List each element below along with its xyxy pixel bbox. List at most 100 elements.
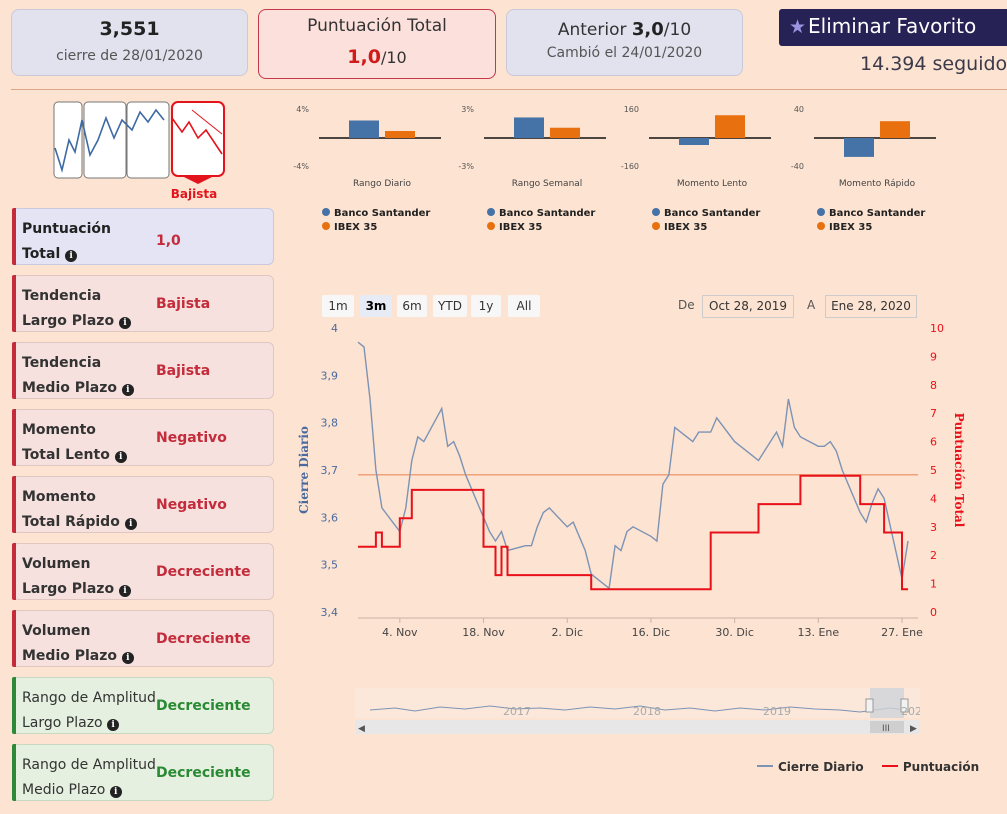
- remove-favorite-button[interactable]: ★ Eliminar Favorito: [779, 9, 1007, 46]
- indicator-value: Bajista: [156, 296, 211, 312]
- scrollbar-thumb[interactable]: [870, 721, 904, 733]
- indicator-label-line2: Medio Plazo: [22, 782, 106, 798]
- range-button-1m[interactable]: 1m: [322, 295, 354, 317]
- legend-item-santander[interactable]: Banco Santander: [652, 207, 760, 221]
- y-right-tick: 6: [930, 436, 937, 449]
- main-chart-legend: Cierre Diario Puntuación: [757, 760, 979, 774]
- navigator-year-label: 2020: [901, 705, 920, 718]
- info-icon[interactable]: i: [118, 317, 131, 329]
- info-icon[interactable]: i: [109, 786, 122, 798]
- navigator-handle-right[interactable]: [900, 698, 909, 713]
- trend-label: Bajista: [171, 187, 217, 201]
- indicator-label-line2: Total Lento: [22, 447, 110, 463]
- range-button-all[interactable]: All: [508, 295, 540, 317]
- indicator-label: Volumen Largo Plazo i: [22, 552, 162, 602]
- legend-dot: [322, 208, 330, 216]
- indicator-card: Tendencia Largo Plazo i Bajista: [12, 275, 274, 332]
- series-line-puntuacion: [358, 474, 908, 591]
- indicator-label-line1: Momento: [22, 489, 96, 505]
- range-button-3m[interactable]: 3m: [360, 295, 392, 317]
- y-left-tick: 4: [331, 322, 338, 335]
- legend-label: Banco Santander: [334, 208, 431, 219]
- previous-score-prefix: Anterior: [557, 20, 632, 40]
- legend-item-price[interactable]: Cierre Diario: [757, 760, 864, 774]
- indicator-label-line1: Volumen: [22, 623, 91, 639]
- indicator-label: Rango de Amplitud Medio Plazo i: [22, 753, 162, 803]
- mini-legend: Banco Santander IBEX 35: [487, 207, 595, 235]
- trend-panel-1: [53, 101, 83, 179]
- x-tick-label: 30. Dic: [715, 626, 754, 639]
- mini-bar: [679, 138, 709, 145]
- indicator-label-line1: Volumen: [22, 556, 91, 572]
- indicator-label: Tendencia Largo Plazo i: [22, 284, 162, 334]
- legend-item-ibex[interactable]: IBEX 35: [817, 221, 925, 235]
- indicator-label-line1: Tendencia: [22, 355, 102, 371]
- indicator-accent: [12, 208, 16, 265]
- mini-chart: 3% -3% Rango Semanal: [458, 105, 606, 189]
- indicator-card: Tendencia Medio Plazo i Bajista: [12, 342, 274, 399]
- legend-dot: [322, 222, 330, 230]
- info-icon[interactable]: i: [118, 585, 131, 597]
- total-score-title: Puntuación Total: [307, 16, 447, 36]
- legend-label: Banco Santander: [829, 208, 926, 219]
- price-value: 3,551: [99, 18, 160, 40]
- range-button-6m[interactable]: 6m: [397, 295, 427, 317]
- legend-price-label: Cierre Diario: [778, 760, 864, 774]
- star-icon: ★: [789, 16, 807, 38]
- legend-price-swatch: [757, 765, 773, 767]
- y-left-tick: 3,4: [321, 606, 339, 619]
- legend-item-santander[interactable]: Banco Santander: [817, 207, 925, 221]
- trend-line-red: [171, 117, 223, 155]
- legend-item-score[interactable]: Puntuación: [881, 760, 979, 774]
- legend-item-santander[interactable]: Banco Santander: [322, 207, 430, 221]
- legend-item-ibex[interactable]: IBEX 35: [322, 221, 430, 235]
- date-to-label: A: [807, 298, 816, 312]
- info-icon[interactable]: i: [121, 384, 134, 396]
- y-right-tick: 9: [930, 350, 937, 363]
- legend-item-ibex[interactable]: IBEX 35: [652, 221, 760, 235]
- total-score-card: Puntuación Total 1,0/10: [258, 9, 496, 79]
- indicator-label-line2: Medio Plazo: [22, 380, 118, 396]
- mini-tick-top: 40: [794, 105, 804, 114]
- legend-item-santander[interactable]: Banco Santander: [487, 207, 595, 221]
- y-right-axis-label: Puntuación Total: [952, 413, 966, 528]
- info-icon[interactable]: i: [107, 719, 120, 731]
- trend-panel-3: [126, 101, 170, 179]
- followers-count: 14.394 seguidores: [860, 53, 1007, 75]
- legend-dot: [817, 208, 825, 216]
- date-to-input[interactable]: Ene 28, 2020: [825, 295, 917, 318]
- legend-item-ibex[interactable]: IBEX 35: [487, 221, 595, 235]
- navigator-year-labels: 2017 2018 2019 2020: [503, 705, 920, 718]
- y-left-tick: 3,8: [321, 417, 339, 430]
- indicator-value: Decreciente: [156, 698, 251, 714]
- navigator-scrollbar[interactable]: [355, 720, 920, 734]
- range-button-1y[interactable]: 1y: [471, 295, 501, 317]
- navigator-selection[interactable]: [870, 688, 904, 718]
- indicator-label-line1: Tendencia: [22, 288, 102, 304]
- indicator-label-line2: Largo Plazo: [22, 715, 103, 731]
- y-right-tick: 8: [930, 379, 937, 392]
- legend-score-swatch: [881, 765, 898, 767]
- mini-tick-bottom: -160: [621, 162, 639, 171]
- scroll-right-icon[interactable]: ▶: [910, 724, 917, 734]
- info-icon[interactable]: i: [121, 652, 134, 664]
- remove-favorite-label: Eliminar Favorito: [808, 14, 977, 38]
- navigator-handle-left[interactable]: [865, 698, 874, 713]
- mini-chart-title: Momento Rápido: [839, 179, 916, 189]
- indicator-value: Decreciente: [156, 631, 251, 647]
- total-score-scale: /10: [380, 48, 407, 67]
- info-icon[interactable]: i: [65, 250, 78, 262]
- indicator-accent: [12, 744, 16, 801]
- chart-navigator[interactable]: 2017 2018 2019 2020 III ◀ ▶: [355, 688, 920, 736]
- indicator-label-line1: Puntuación: [22, 221, 111, 237]
- x-tick-label: 2. Dic: [551, 626, 583, 639]
- scroll-left-icon[interactable]: ◀: [358, 724, 365, 734]
- mini-legend: Banco Santander IBEX 35: [322, 207, 430, 235]
- info-icon[interactable]: i: [124, 518, 137, 530]
- legend-dot: [652, 222, 660, 230]
- range-button-ytd[interactable]: YTD: [433, 295, 467, 317]
- mini-bar: [880, 121, 910, 138]
- date-from-input[interactable]: Oct 28, 2019: [702, 295, 794, 318]
- info-icon[interactable]: i: [114, 451, 127, 463]
